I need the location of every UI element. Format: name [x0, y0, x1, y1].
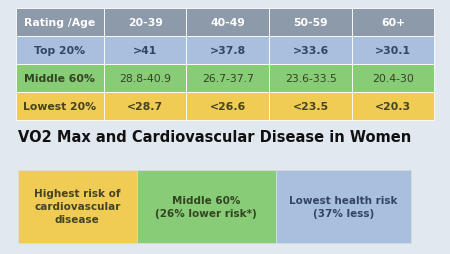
Bar [104, 65, 186, 93]
Bar [186, 37, 270, 65]
Bar [352, 9, 434, 37]
Bar [186, 9, 270, 37]
Text: Highest risk of
cardiovascular
disease: Highest risk of cardiovascular disease [34, 188, 121, 225]
Bar [104, 93, 186, 121]
Bar [270, 37, 352, 65]
Text: <26.6: <26.6 [210, 102, 246, 112]
Bar [270, 9, 352, 37]
Bar [16, 37, 104, 65]
Text: >33.6: >33.6 [292, 46, 329, 56]
Bar [16, 65, 104, 93]
Text: VO2 Max and Cardiovascular Disease in Women: VO2 Max and Cardiovascular Disease in Wo… [18, 130, 411, 145]
Text: 50-59: 50-59 [293, 18, 328, 28]
Bar [270, 93, 352, 121]
Bar [352, 65, 434, 93]
Bar [186, 93, 270, 121]
Text: >41: >41 [133, 46, 157, 56]
Text: <23.5: <23.5 [293, 102, 329, 112]
Text: Top 20%: Top 20% [34, 46, 85, 56]
Text: 20-39: 20-39 [128, 18, 162, 28]
Bar [104, 9, 186, 37]
Bar [18, 170, 137, 243]
Text: 40-49: 40-49 [211, 18, 245, 28]
Text: 20.4-30: 20.4-30 [372, 74, 414, 84]
Bar [104, 37, 186, 65]
Text: Middle 60%
(26% lower risk*): Middle 60% (26% lower risk*) [156, 195, 257, 218]
Text: >30.1: >30.1 [375, 46, 411, 56]
Bar [186, 65, 270, 93]
Bar [352, 93, 434, 121]
Bar [16, 93, 104, 121]
Text: Rating /Age: Rating /Age [24, 18, 95, 28]
Text: >37.8: >37.8 [210, 46, 246, 56]
Text: Lowest health risk
(37% less): Lowest health risk (37% less) [289, 195, 398, 218]
Text: <20.3: <20.3 [375, 102, 411, 112]
Text: <28.7: <28.7 [127, 102, 163, 112]
Text: 26.7-37.7: 26.7-37.7 [202, 74, 254, 84]
Text: 23.6-33.5: 23.6-33.5 [285, 74, 337, 84]
Text: 60+: 60+ [381, 18, 405, 28]
Bar [137, 170, 276, 243]
Bar [352, 37, 434, 65]
Text: 28.8-40.9: 28.8-40.9 [119, 74, 171, 84]
Text: Middle 60%: Middle 60% [24, 74, 95, 84]
Bar [16, 9, 104, 37]
Text: Lowest 20%: Lowest 20% [23, 102, 96, 112]
Bar [270, 65, 352, 93]
Bar [276, 170, 411, 243]
